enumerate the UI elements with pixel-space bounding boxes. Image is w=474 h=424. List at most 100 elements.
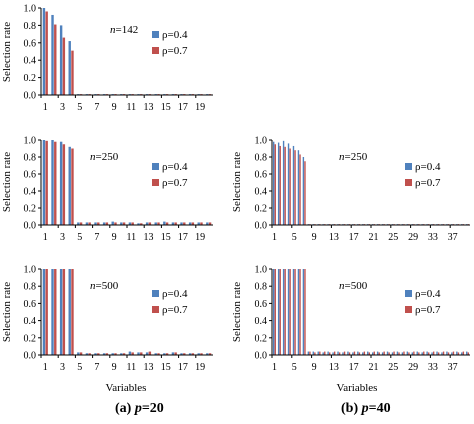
- p20-n250-ytick-label-4: 0.8: [24, 153, 37, 164]
- p20-n250-xtick-label-0: 1: [43, 232, 48, 243]
- p40-n500-bar-rho07-var25: [393, 351, 395, 355]
- p20-n250-xtick-label-6: 13: [144, 232, 154, 243]
- p20-n500-bar-rho07-var14: [157, 353, 160, 355]
- p20-n500-xtick-label-3: 7: [94, 362, 99, 373]
- p40-n500-bar-rho04-var29: [411, 352, 413, 355]
- p20-n142-ytick-label-4: 0.8: [24, 21, 37, 32]
- p40-n250-bar-rho07-var6: [299, 154, 301, 225]
- p40-n500-bar-rho07-var40: [467, 352, 470, 355]
- p20-n250-ytick-label-2: 0.4: [24, 187, 37, 198]
- p40-n500-bar-rho04-var11: [322, 352, 324, 355]
- p20-n250-bar-rho07-var3: [62, 144, 66, 225]
- p20-n500-bar-rho04-var14: [154, 353, 157, 355]
- p40-n250-xtick-label-5: 21: [368, 232, 378, 243]
- p40-n500-xtick-label-2: 9: [312, 362, 317, 373]
- p20-n142-legend-swatch-0: [152, 31, 159, 38]
- p20-n500-xtick-label-6: 13: [144, 362, 154, 373]
- p40-n250-annotation-value: =250: [345, 151, 368, 163]
- p20-n142-ytick-label-3: 0.6: [24, 38, 37, 49]
- p20-n250-bar-rho07-var5: [79, 222, 83, 225]
- p20-n250-bar-rho07-var6: [88, 222, 91, 225]
- p40-n500-bar-rho04-var38: [456, 351, 458, 355]
- p40-n500-annotation-value: =500: [345, 280, 368, 292]
- p40-n250-legend-swatch-0: [405, 163, 412, 170]
- p40-n500-annotation-var: n: [339, 280, 345, 292]
- p20-n500-xtick-label-9: 19: [195, 362, 205, 373]
- p40-n500-bar-rho04-var5: [292, 269, 295, 355]
- p40-n500-bar-rho07-var21: [373, 351, 375, 355]
- p20-n500-annotation: n=500: [90, 280, 119, 292]
- p40-n250-bar-rho04-var6: [297, 150, 300, 225]
- p40-n500-bar-rho07-var2: [279, 269, 281, 355]
- p20-n500-bar-rho07-var19: [200, 353, 203, 355]
- p20-n250-xtick-label-3: 7: [94, 232, 99, 243]
- p20-n250-bar-rho04-var20: [206, 222, 209, 225]
- p20-n500-bar-rho07-var18: [191, 353, 195, 355]
- p20-n250-bar-rho07-var20: [208, 222, 212, 225]
- p20-n250-annotation: n=250: [90, 151, 119, 163]
- p40-n500-bar-rho07-var8: [309, 351, 311, 355]
- p20-n500-bar-rho07-var16: [174, 352, 177, 355]
- p40-n500-bar-rho04-var31: [421, 352, 423, 355]
- p20-n500-bar-rho07-var6: [88, 353, 91, 355]
- p20-n500-xtick-label-7: 15: [161, 362, 171, 373]
- p20-n142-ytick-label-2: 0.4: [24, 56, 37, 67]
- p20-n142-bar-rho04-var3: [59, 25, 63, 95]
- p20-n142-xtick-label-5: 11: [126, 102, 136, 113]
- p40-n500-legend-label-1: ρ=0.7: [415, 304, 441, 316]
- p40-n500-bar-rho04-var23: [381, 352, 384, 355]
- p40-n500-bar-rho04-var15: [342, 352, 344, 355]
- p20-n250-bar-rho07-var7: [97, 222, 100, 225]
- p40-n250-legend-swatch-1: [405, 179, 412, 186]
- p40-n250-bar-rho07-var4: [289, 148, 291, 225]
- p40-n500-bar-rho07-var37: [452, 351, 455, 355]
- p20-n500-bar-rho04-var11: [128, 351, 132, 355]
- p20-n142-bar-rho04-var1: [42, 8, 46, 95]
- p40-n500-bar-rho07-var5: [294, 269, 296, 355]
- p40-n500-bar-rho07-var11: [324, 351, 326, 355]
- p20-n142-xtick-label-3: 7: [94, 102, 99, 113]
- p40-n500-ytick-label-4: 0.8: [255, 282, 268, 293]
- p20-n500-bar-rho07-var9: [114, 353, 117, 355]
- p20-n500-ytick-label-1: 0.2: [24, 333, 37, 344]
- p40-n250-bar-rho04-var5: [292, 145, 295, 225]
- p40-n500-bar-rho07-var16: [348, 352, 351, 355]
- p40-n500-bar-rho04-var30: [416, 351, 418, 355]
- p40-n250-annotation: n=250: [339, 151, 368, 163]
- p20-n500-bar-rho04-var15: [163, 353, 166, 355]
- p20-n500-ytick-label-2: 0.4: [24, 316, 37, 327]
- p40-n500-bar-rho04-var13: [332, 352, 334, 355]
- p40-n500-bar-rho07-var4: [289, 269, 291, 355]
- p20-n250-bar-rho07-var15: [165, 222, 169, 225]
- p20-n250-annotation-var: n: [90, 151, 96, 163]
- p40-n500-bar-rho07-var38: [457, 352, 460, 355]
- p20-n250-legend-swatch-0: [152, 163, 159, 170]
- p20-n500-bar-rho07-var10: [122, 353, 126, 355]
- p40-n500-bar-rho07-var6: [299, 269, 301, 355]
- p20-n250-bar-rho07-var12: [140, 223, 143, 225]
- p20-n500-annotation-value: =500: [96, 280, 119, 292]
- p40-n500-bar-rho07-var29: [413, 351, 415, 355]
- p40-n250-bar-rho07-var3: [284, 146, 286, 225]
- p20-n500-xtick-label-2: 5: [77, 362, 82, 373]
- p20-n500-bar-rho04-var10: [120, 353, 123, 355]
- p40-n500-bar-rho04-var22: [376, 351, 379, 355]
- p20-n142-xtick-label-2: 5: [77, 102, 82, 113]
- p40-n500-bar-rho04-var25: [391, 352, 394, 355]
- p20-n142-xtick-label-7: 15: [161, 102, 171, 113]
- p20-n250-xtick-label-9: 19: [195, 232, 205, 243]
- p20-n250-xtick-label-8: 17: [178, 232, 188, 243]
- p40-n250-legend-label-1: ρ=0.7: [415, 177, 441, 189]
- p40-n500-bar-rho07-var9: [314, 352, 316, 355]
- p20-n500-legend-swatch-0: [152, 290, 159, 297]
- p40-n250-xtick-label-2: 9: [312, 232, 317, 243]
- p20-n142-xtick-label-1: 3: [60, 102, 65, 113]
- p20-n142-annotation-var: n: [110, 24, 116, 36]
- p20-n142-bar-rho07-var1: [45, 11, 48, 96]
- p40-n250-ytick-label-3: 0.6: [255, 170, 268, 181]
- p20-n500-bar-rho04-var9: [111, 353, 114, 355]
- p40-n500-bar-rho04-var16: [347, 351, 349, 355]
- p20-n142-bar-rho04-var2: [51, 14, 54, 96]
- p20-n250-bar-rho07-var14: [157, 222, 160, 225]
